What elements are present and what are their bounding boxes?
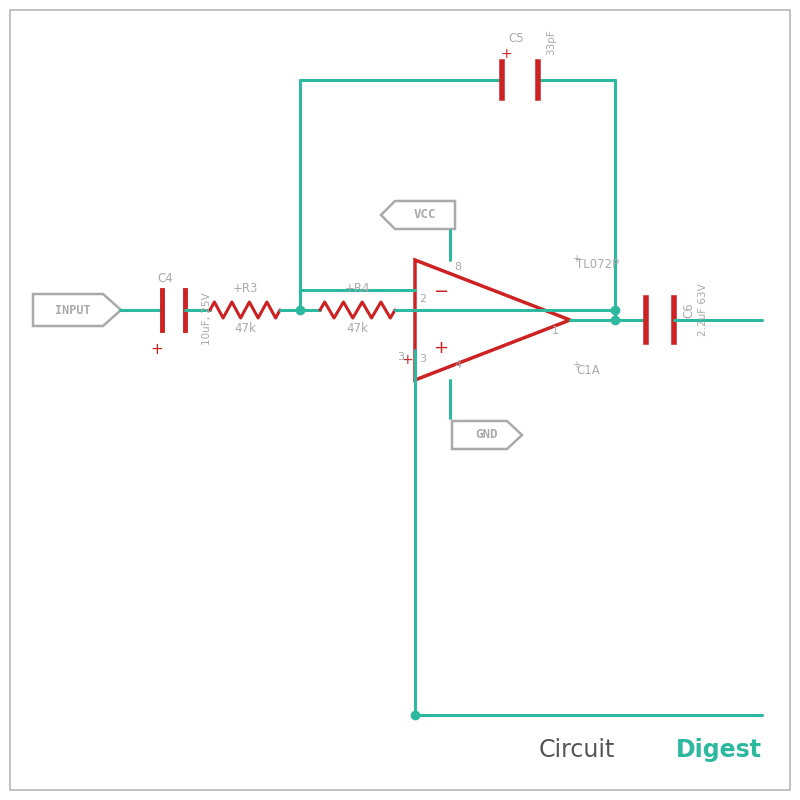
Text: 2.2uF 63V: 2.2uF 63V [698,284,708,336]
Text: +: + [150,342,163,357]
Text: −: − [434,283,449,301]
Text: 47k: 47k [346,322,369,335]
Text: Circuit: Circuit [538,738,615,762]
Text: C5: C5 [508,32,524,45]
Text: +: + [401,353,413,367]
Text: INPUT: INPUT [55,303,91,317]
Text: +R3: +R3 [232,282,258,295]
Text: +: + [572,360,580,370]
Text: Digest: Digest [676,738,762,762]
Text: +: + [434,339,449,357]
Text: 47k: 47k [234,322,256,335]
Text: GND: GND [476,429,498,442]
Text: 1: 1 [552,326,559,336]
Text: 8: 8 [454,262,461,272]
Text: VCC: VCC [414,209,436,222]
Text: 3: 3 [419,354,426,364]
Text: C6: C6 [682,302,695,318]
Text: +: + [500,47,512,61]
Text: TL072P: TL072P [576,258,619,271]
Text: +: + [572,254,580,264]
Text: 3: 3 [397,352,404,362]
Text: 2: 2 [419,294,426,304]
Text: C4: C4 [157,272,173,285]
Text: 33pF: 33pF [546,29,556,55]
Text: 10uF, 25V: 10uF, 25V [202,292,212,345]
Text: C1A: C1A [576,364,600,377]
Text: 4: 4 [454,360,461,370]
Text: +R4: +R4 [345,282,370,295]
